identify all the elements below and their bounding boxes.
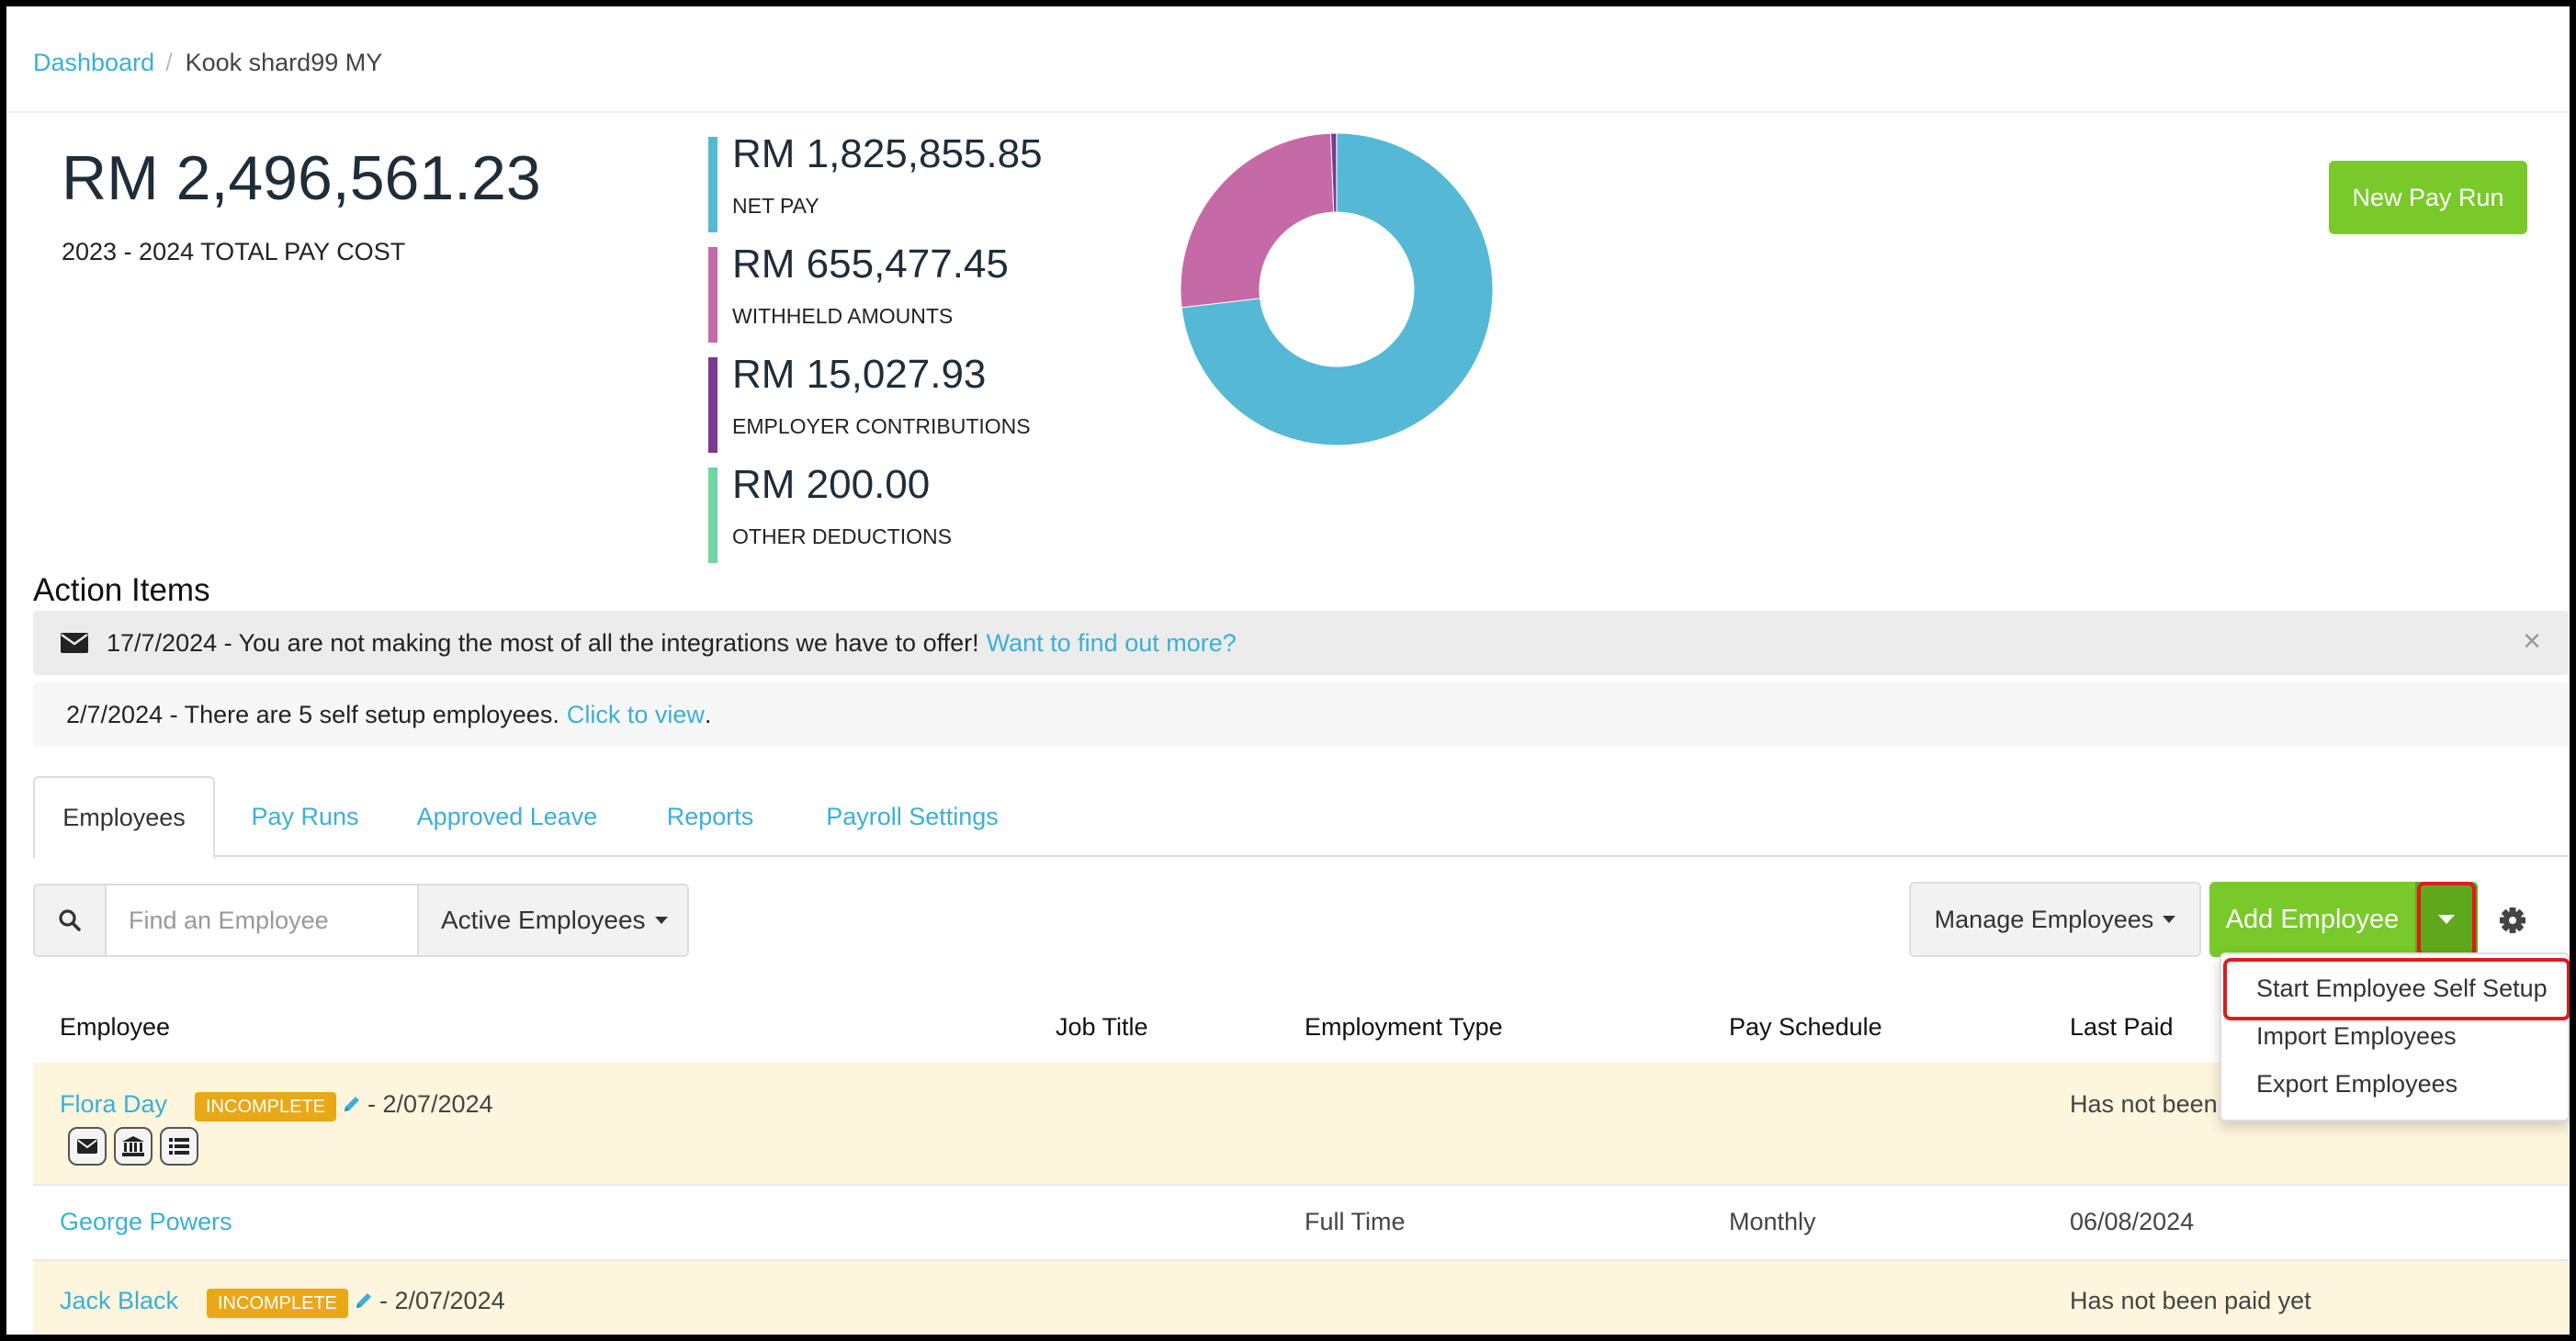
metric-color-bar [708,137,717,232]
close-icon[interactable]: × [2523,624,2541,659]
total-pay-cost-label: 2023 - 2024 TOTAL PAY COST [62,238,406,265]
last-paid: 06/08/2024 [2070,1208,2195,1235]
metric-value: RM 1,825,855.85 [732,131,1043,176]
pay-cost-donut-chart [1180,132,1494,446]
column-header-employment-type[interactable]: Employment Type [1305,1013,1503,1041]
list-icon [169,1138,189,1155]
metric-net-pay: RM 1,825,855.85 NET PAY [708,131,1057,232]
donut-slice-withheld-amounts [1180,132,1335,309]
table-row: Jack Black INCOMPLETE - 2/07/2024 Has no… [33,1261,2569,1335]
metric-label: NET PAY [732,194,819,218]
incomplete-date: - 2/07/2024 [367,1090,493,1118]
metric-color-bar [708,468,717,563]
tab-approved-leave[interactable]: Approved Leave [416,802,598,830]
app-frame: Dashboard / Kook shard99 MY RM 2,496,561… [6,6,2570,1335]
pay-schedule: Monthly [1729,1208,1816,1235]
last-paid: Has not been paid yet [2070,1287,2311,1314]
metric-value: RM 200.00 [732,462,931,507]
column-header-employee[interactable]: Employee [60,1013,171,1041]
metric-label: EMPLOYER CONTRIBUTIONS [732,414,1031,438]
employee-name-link[interactable]: Flora Day [60,1090,168,1118]
metric-value: RM 15,027.93 [732,352,987,397]
menu-item-start-self-setup[interactable]: Start Employee Self Setup [2256,975,2548,1002]
find-out-more-link[interactable]: Want to find out more? [986,628,1237,657]
add-employee-dropdown-toggle[interactable] [2415,882,2478,957]
status-badge: INCOMPLETE [207,1289,349,1318]
details-list-button[interactable] [160,1127,198,1166]
header-divider [6,111,2570,113]
action-items-title: Action Items [33,572,210,608]
caret-down-icon [2163,916,2176,923]
column-header-pay-schedule[interactable]: Pay Schedule [1729,1013,1882,1041]
metric-label: OTHER DEDUCTIONS [732,524,952,548]
breadcrumb: Dashboard / Kook shard99 MY [33,46,382,79]
self-setup-notice-suffix: . [704,700,712,728]
gear-icon[interactable] [2494,902,2531,939]
donut-slice-net-pay [1181,132,1494,446]
search-icon-box[interactable] [35,885,107,955]
breadcrumb-current: Kook shard99 MY [185,48,383,76]
self-setup-notice: 2/7/2024 - There are 5 self setup employ… [33,682,2569,747]
metric-other-deductions: RM 200.00 OTHER DEDUCTIONS [708,462,1057,563]
manage-employees-label: Manage Employees [1934,905,2154,933]
metric-label: WITHHELD AMOUNTS [732,304,954,328]
metric-color-bar [708,247,717,343]
employee-search-input[interactable] [107,885,417,955]
caret-down-icon [654,917,668,924]
employee-status-filter[interactable]: Active Employees [417,885,687,955]
breadcrumb-dashboard-link[interactable]: Dashboard [33,48,155,76]
row-divider [33,1259,2569,1261]
tab-pay-runs[interactable]: Pay Runs [251,802,359,830]
employee-name-link[interactable]: Jack Black [60,1287,179,1314]
bank-action-button[interactable] [114,1127,153,1166]
metric-employer-contributions: RM 15,027.93 EMPLOYER CONTRIBUTIONS [708,352,1057,453]
email-action-button[interactable] [68,1127,107,1166]
column-header-job-title[interactable]: Job Title [1056,1013,1148,1041]
caret-down-icon [2438,915,2455,924]
tab-payroll-settings[interactable]: Payroll Settings [826,802,999,830]
bank-icon [122,1136,144,1156]
table-row: Flora Day INCOMPLETE - 2/07/2024 Has not… [33,1063,2569,1184]
metric-withheld-amounts: RM 655,477.45 WITHHELD AMOUNTS [708,242,1057,343]
last-paid: Has not been [2070,1090,2218,1118]
envelope-icon [61,633,88,653]
filter-label: Active Employees [441,906,646,934]
tab-employees[interactable]: Employees [33,776,215,859]
incomplete-date: - 2/07/2024 [379,1287,505,1314]
pencil-icon[interactable] [342,1094,362,1114]
column-header-last-paid[interactable]: Last Paid [2070,1013,2174,1041]
envelope-icon [77,1139,97,1154]
search-icon [59,909,81,931]
pencil-icon[interactable] [354,1290,374,1311]
add-employee-button[interactable]: Add Employee [2209,882,2415,957]
new-pay-run-button[interactable]: New Pay Run [2329,161,2527,234]
employment-type: Full Time [1305,1208,1406,1235]
click-to-view-link[interactable]: Click to view [566,700,705,728]
integrations-notice-text: 17/7/2024 - You are not making the most … [107,628,979,657]
row-divider [33,1184,2569,1186]
highlight-outline [2417,882,2476,957]
integrations-notice: 17/7/2024 - You are not making the most … [33,611,2569,675]
add-employee-dropdown-menu: Start Employee Self Setup Import Employe… [2220,952,2570,1121]
manage-employees-button[interactable]: Manage Employees [1909,882,2201,957]
self-setup-notice-text: 2/7/2024 - There are 5 self setup employ… [66,700,559,728]
highlight-outline [2223,958,2570,1020]
tab-reports[interactable]: Reports [666,802,754,830]
menu-item-import-employees[interactable]: Import Employees [2256,1022,2457,1050]
menu-item-export-employees[interactable]: Export Employees [2256,1070,2458,1098]
metric-value: RM 655,477.45 [732,242,1009,287]
main-tabs: Employees Pay Runs Approved Leave Report… [33,776,2569,859]
breadcrumb-separator: / [165,48,173,76]
total-pay-cost-amount: RM 2,496,561.23 [62,143,541,213]
metric-color-bar [708,357,717,453]
employee-search-group: Active Employees [33,884,689,957]
employee-name-link[interactable]: George Powers [60,1208,232,1235]
table-row: George Powers Full Time Monthly 06/08/20… [33,1186,2569,1259]
status-badge: INCOMPLETE [195,1092,337,1121]
